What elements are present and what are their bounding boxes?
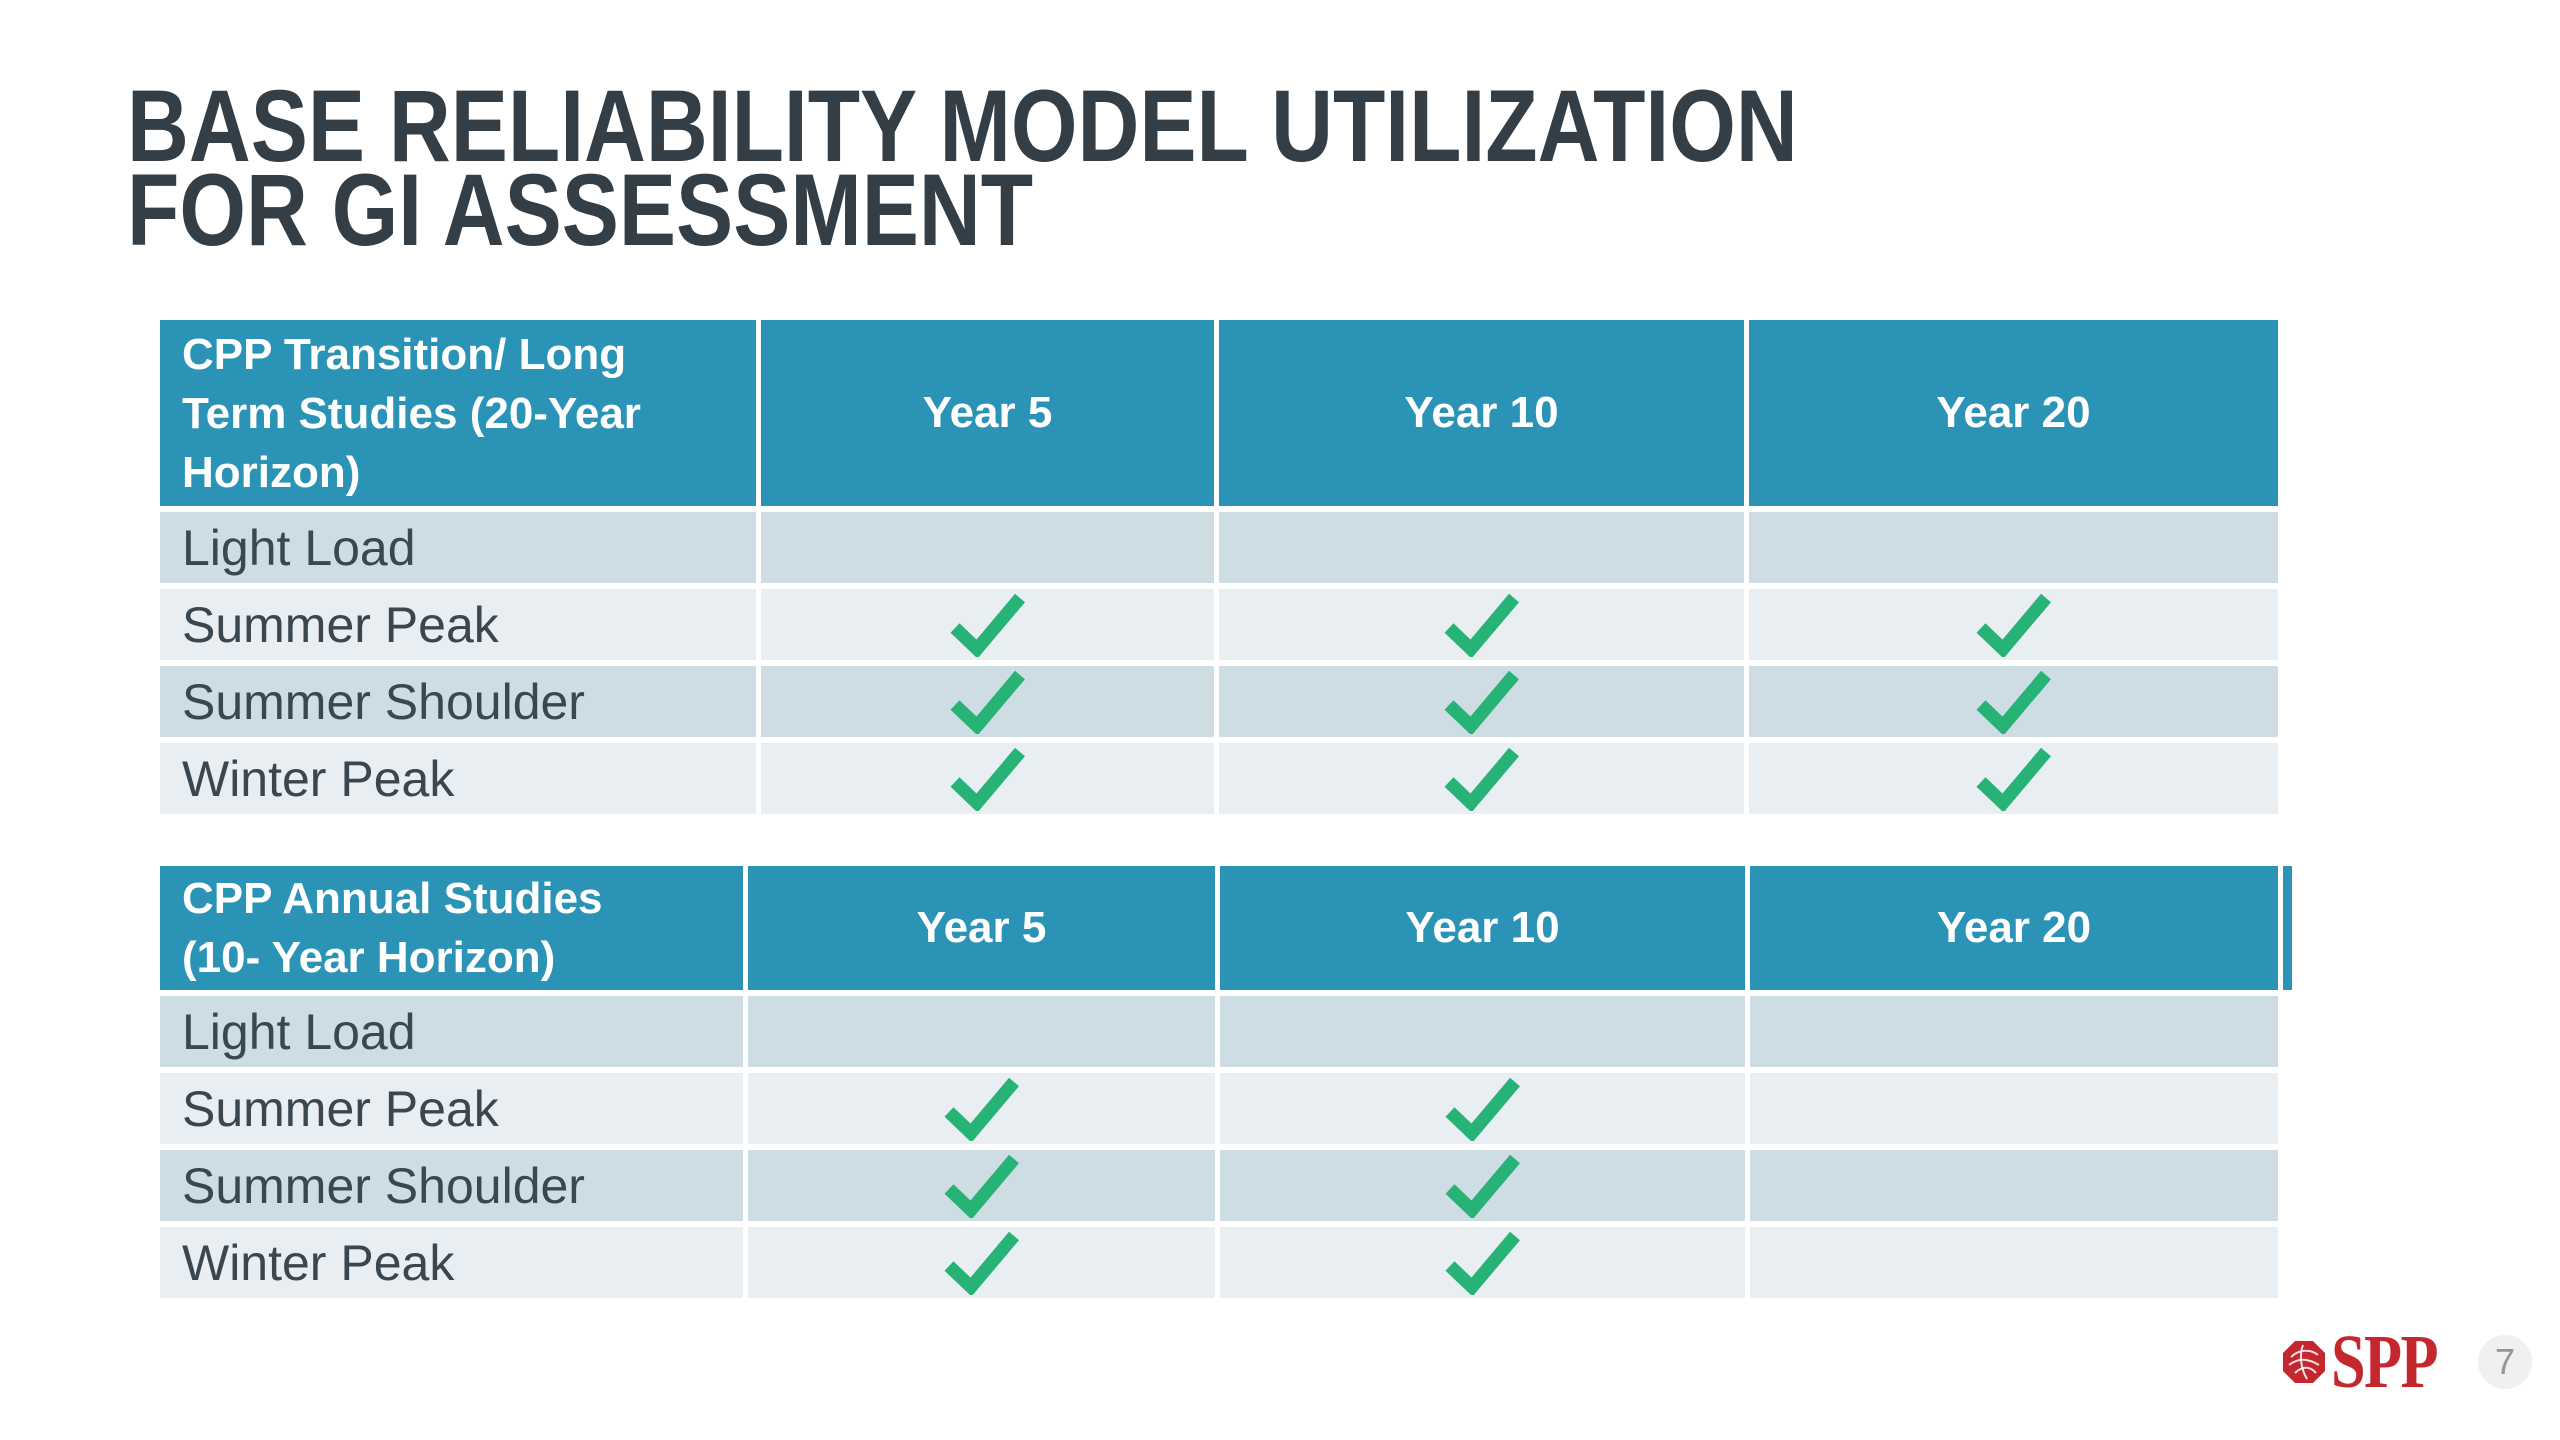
table2-row-label: Winter Peak bbox=[160, 1227, 743, 1298]
page-title: BASE RELIABILITY MODEL UTILIZATION FOR G… bbox=[127, 69, 1798, 267]
table1-cell bbox=[1749, 666, 2278, 737]
table2-cell bbox=[1750, 1150, 2278, 1221]
table2-cell bbox=[1750, 996, 2278, 1067]
check-icon bbox=[1445, 1077, 1520, 1141]
table2-cell bbox=[1220, 996, 1745, 1067]
check-icon bbox=[1445, 1154, 1520, 1218]
check-icon bbox=[1976, 747, 2051, 811]
check-icon bbox=[944, 1231, 1019, 1295]
table-cpp-annual-studies: CPP Annual Studies (10- Year Horizon) Ye… bbox=[160, 866, 2278, 1298]
table2-right-edge-sliver bbox=[2283, 866, 2292, 990]
table2-col-year20: Year 20 bbox=[1750, 866, 2278, 990]
check-icon bbox=[1444, 593, 1519, 657]
table2-cell bbox=[1220, 1150, 1745, 1221]
table2-row-label: Summer Peak bbox=[160, 1073, 743, 1144]
table1-cell bbox=[1219, 743, 1744, 814]
table2-cell bbox=[748, 996, 1215, 1067]
table-cpp-transition-long-term: CPP Transition/ Long Term Studies (20-Ye… bbox=[160, 320, 2278, 814]
table2-cell bbox=[1220, 1227, 1745, 1298]
table1-header-label: CPP Transition/ Long Term Studies (20-Ye… bbox=[160, 320, 756, 506]
table1-row-label: Winter Peak bbox=[160, 743, 756, 814]
table2-cell bbox=[748, 1227, 1215, 1298]
table1-col-year20: Year 20 bbox=[1749, 320, 2278, 506]
table1-cell bbox=[1749, 512, 2278, 583]
check-icon bbox=[944, 1077, 1019, 1141]
check-icon bbox=[1976, 593, 2051, 657]
check-icon bbox=[1444, 670, 1519, 734]
table1-cell bbox=[1219, 589, 1744, 660]
table2-cell bbox=[1750, 1227, 2278, 1298]
table2-col-year5: Year 5 bbox=[748, 866, 1215, 990]
table1-row-label: Light Load bbox=[160, 512, 756, 583]
table1-cell bbox=[761, 589, 1214, 660]
spp-globe-octagon-icon bbox=[2282, 1341, 2325, 1383]
table1-row-label: Summer Peak bbox=[160, 589, 756, 660]
table1-cell bbox=[761, 666, 1214, 737]
spp-logo-text: SPP bbox=[2330, 1320, 2439, 1404]
table1-row-label: Summer Shoulder bbox=[160, 666, 756, 737]
table1-cell bbox=[1219, 512, 1744, 583]
table1-cell bbox=[1749, 589, 2278, 660]
table1-cell bbox=[1219, 666, 1744, 737]
check-icon bbox=[950, 670, 1025, 734]
check-icon bbox=[1445, 1231, 1520, 1295]
page-number-badge: 7 bbox=[2478, 1335, 2532, 1389]
table1-cell bbox=[761, 743, 1214, 814]
spp-logo: SPP bbox=[2281, 1324, 2460, 1400]
table1-cell bbox=[761, 512, 1214, 583]
table1-cell bbox=[1749, 743, 2278, 814]
table1-col-year5: Year 5 bbox=[761, 320, 1214, 506]
slide-footer: SPP 7 bbox=[2281, 1324, 2532, 1400]
check-icon bbox=[950, 747, 1025, 811]
table2-header-label: CPP Annual Studies (10- Year Horizon) bbox=[160, 866, 743, 990]
check-icon bbox=[1976, 670, 2051, 734]
table2-cell bbox=[748, 1150, 1215, 1221]
table2-row-label: Summer Shoulder bbox=[160, 1150, 743, 1221]
check-icon bbox=[944, 1154, 1019, 1218]
table2-col-year10: Year 10 bbox=[1220, 866, 1745, 990]
table1-col-year10: Year 10 bbox=[1219, 320, 1744, 506]
check-icon bbox=[1444, 747, 1519, 811]
table2-row-label: Light Load bbox=[160, 996, 743, 1067]
check-icon bbox=[950, 593, 1025, 657]
table2-cell bbox=[748, 1073, 1215, 1144]
table2-cell bbox=[1750, 1073, 2278, 1144]
table2-cell bbox=[1220, 1073, 1745, 1144]
